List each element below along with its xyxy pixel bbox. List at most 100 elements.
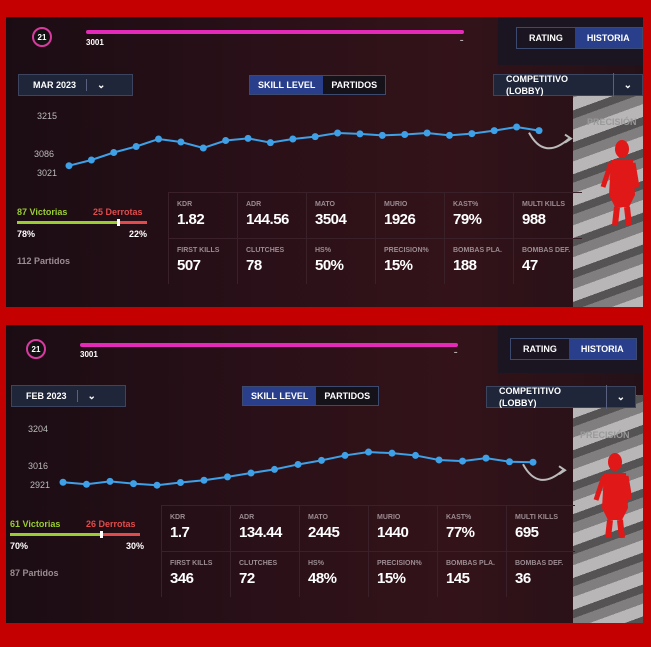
data-point[interactable] <box>423 129 431 137</box>
data-point[interactable] <box>334 129 342 137</box>
data-point[interactable] <box>132 143 140 150</box>
data-point[interactable] <box>482 454 490 462</box>
data-point[interactable] <box>224 473 231 481</box>
data-point[interactable] <box>266 139 274 147</box>
data-point[interactable] <box>83 480 90 488</box>
data-point[interactable] <box>155 135 163 143</box>
loss-bar-fill <box>118 221 147 224</box>
mode-select[interactable]: COMPETITIVO (LOBBY) ⌄ <box>486 385 636 409</box>
tab-skill-level[interactable]: SKILL LEVEL <box>243 387 317 405</box>
data-point[interactable] <box>244 134 252 142</box>
data-point[interactable] <box>506 458 513 466</box>
stat-value: 507 <box>177 257 201 274</box>
tab-partidos[interactable]: PARTIDOS <box>323 76 386 94</box>
data-point[interactable] <box>378 131 386 139</box>
win-percent: 78% <box>17 229 36 239</box>
win-loss-bar <box>17 219 147 226</box>
progress-right-label: – <box>454 350 458 356</box>
stat-value: 2445 <box>308 524 340 541</box>
stat-label: BOMBAS PLA. <box>446 560 495 567</box>
data-point[interactable] <box>199 144 207 152</box>
progress-left-label: 3001 <box>80 350 98 359</box>
data-point[interactable] <box>356 130 364 138</box>
y-tick: 2921 <box>30 480 51 490</box>
stat-cell: MULTI KILLS 695 <box>506 505 575 551</box>
win-loss-divider <box>117 219 121 226</box>
tab-historia[interactable]: HISTORIA <box>574 28 642 48</box>
progress-right-label: – <box>460 38 464 44</box>
stat-value: 144.56 <box>246 211 289 228</box>
view-tabs: RATING HISTORIA <box>516 27 643 49</box>
win-loss-summary: 87 Victorias 25 Derrotas 78% 22% 112 Par… <box>17 207 149 287</box>
data-point[interactable] <box>130 480 137 488</box>
stat-cell: FIRST KILLS 346 <box>161 551 230 597</box>
stat-label: CLUTCHES <box>239 560 278 567</box>
y-tick: 3086 <box>34 149 55 159</box>
data-point[interactable] <box>535 127 543 135</box>
wins-count: 87 Victorias <box>17 207 68 217</box>
tab-historia[interactable]: HISTORIA <box>568 339 636 359</box>
data-point[interactable] <box>247 469 255 477</box>
stat-cell: HS% 50% <box>306 238 375 284</box>
data-point[interactable] <box>468 130 476 138</box>
data-point[interactable] <box>87 156 95 164</box>
stat-cell: ADR 144.56 <box>237 192 306 238</box>
stat-value: 695 <box>515 524 539 541</box>
stat-value: 188 <box>453 257 477 274</box>
tab-rating[interactable]: RATING <box>523 344 557 354</box>
data-point[interactable] <box>177 138 185 146</box>
stats-panel-feb: 21 3001 – RATING HISTORIA FEB 2023 ⌄ SKI… <box>6 325 643 623</box>
data-point[interactable] <box>59 478 67 486</box>
data-point[interactable] <box>65 162 73 170</box>
stat-value: 79% <box>453 211 482 228</box>
data-point[interactable] <box>222 137 230 144</box>
data-point[interactable] <box>294 460 302 468</box>
mode-select[interactable]: COMPETITIVO (LOBBY) ⌄ <box>493 73 643 97</box>
stat-label: ADR <box>246 201 262 208</box>
stat-cell: KDR 1.82 <box>168 192 237 238</box>
stat-value: 78 <box>246 257 262 274</box>
chart-mode-toggle: SKILL LEVEL PARTIDOS <box>242 386 380 406</box>
trend-arrow-icon <box>522 463 567 481</box>
stat-value: 77% <box>446 524 475 541</box>
stat-cell: MATO 2445 <box>299 505 368 551</box>
data-point[interactable] <box>529 458 537 466</box>
month-select[interactable]: FEB 2023 ⌄ <box>11 385 126 407</box>
data-point[interactable] <box>490 127 498 135</box>
stat-cell: FIRST KILLS 507 <box>168 238 237 284</box>
data-point[interactable] <box>365 448 372 456</box>
stat-label: MURIO <box>377 514 401 521</box>
stat-label: KDR <box>177 201 193 208</box>
data-point[interactable] <box>341 451 349 459</box>
data-point[interactable] <box>200 476 208 484</box>
stat-label: PRECISION% <box>377 560 422 567</box>
data-point[interactable] <box>153 481 161 489</box>
panel-background <box>6 325 643 623</box>
data-point[interactable] <box>412 451 419 459</box>
data-point[interactable] <box>388 449 396 457</box>
data-point[interactable] <box>401 131 409 138</box>
level-logo-icon: 21 <box>32 27 52 47</box>
data-point[interactable] <box>110 149 118 156</box>
data-point[interactable] <box>311 133 319 141</box>
stat-label: FIRST KILLS <box>177 247 220 254</box>
data-point[interactable] <box>318 456 325 464</box>
skill-level-chart <box>59 448 567 489</box>
month-select[interactable]: MAR 2023 ⌄ <box>18 74 133 96</box>
matches-count: 87 Partidos <box>10 568 59 578</box>
stat-cell: PRECISION% 15% <box>368 551 437 597</box>
data-point[interactable] <box>271 465 278 473</box>
data-point[interactable] <box>177 478 184 486</box>
tab-skill-level[interactable]: SKILL LEVEL <box>250 76 324 94</box>
player-silhouette-icon <box>600 140 639 225</box>
data-point[interactable] <box>289 135 297 143</box>
stat-label: PRECISION% <box>384 247 429 254</box>
data-point[interactable] <box>435 456 443 464</box>
data-point[interactable] <box>459 457 466 465</box>
tab-rating[interactable]: RATING <box>529 33 563 43</box>
precision-label: PRECISIÓN <box>580 430 630 440</box>
data-point[interactable] <box>445 131 453 139</box>
data-point[interactable] <box>106 477 114 485</box>
data-point[interactable] <box>513 123 521 131</box>
tab-partidos[interactable]: PARTIDOS <box>316 387 379 405</box>
